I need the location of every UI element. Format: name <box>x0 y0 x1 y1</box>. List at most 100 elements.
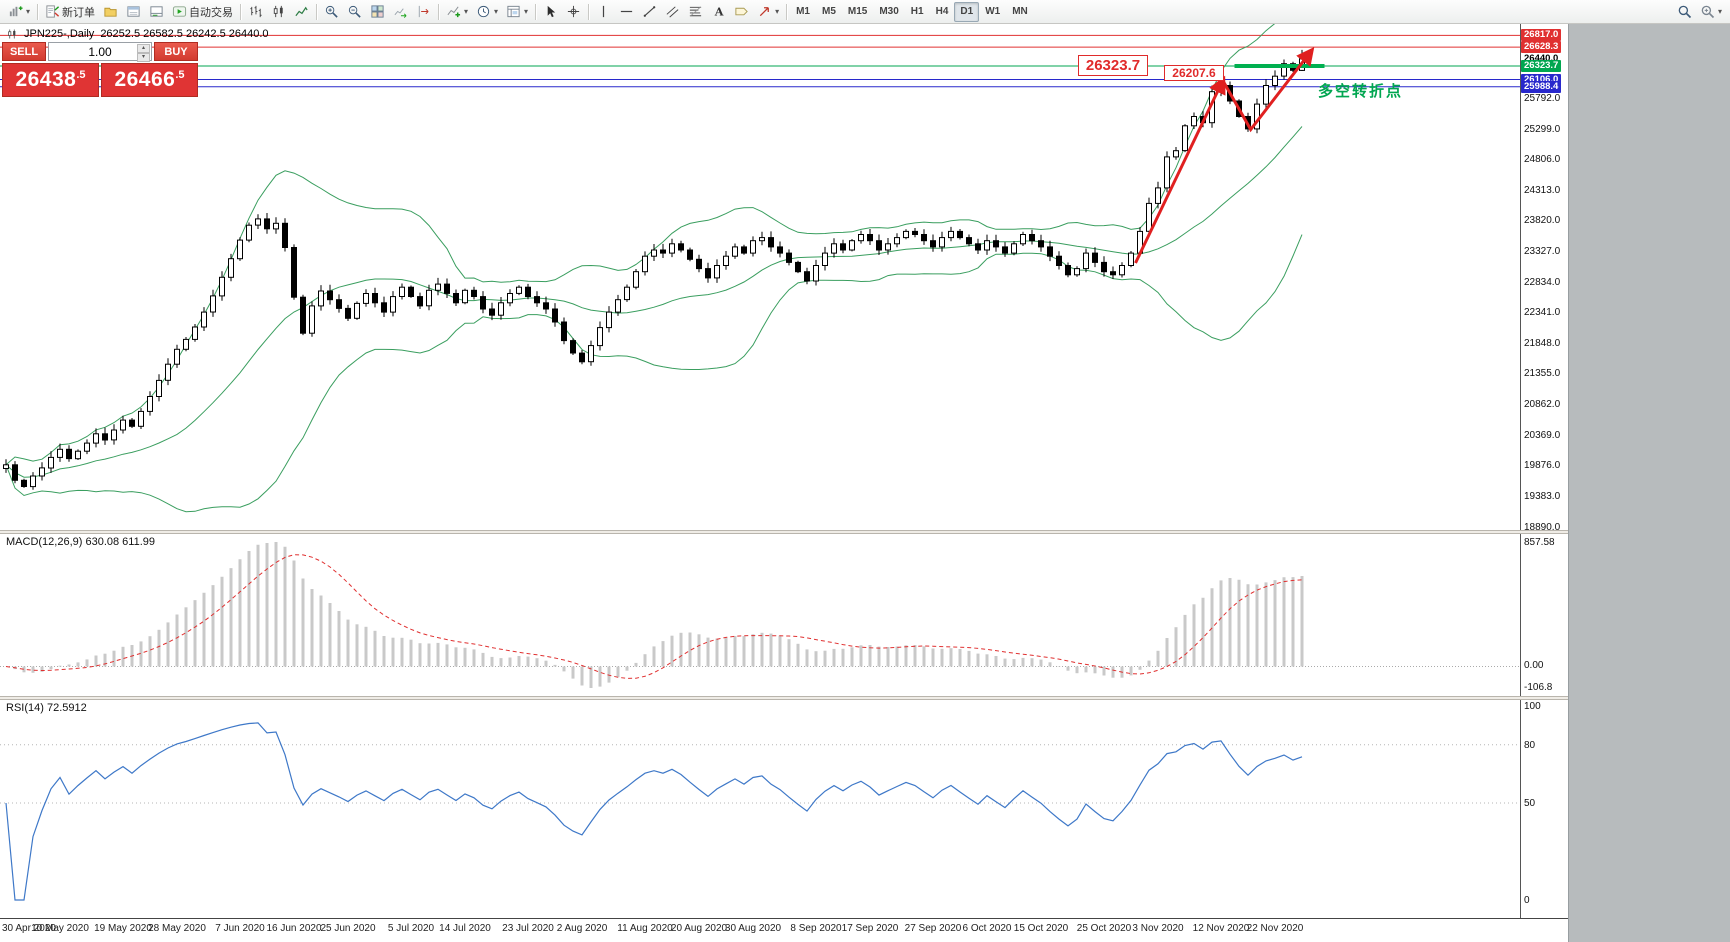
date-label: 20 Aug 2020 <box>670 923 728 934</box>
candlestick-chart-button[interactable] <box>267 2 290 22</box>
new-order-button[interactable]: 新订单 <box>41 2 99 22</box>
zoom-out-button[interactable] <box>343 2 366 22</box>
volume-input[interactable]: 1.00 ▴ ▾ <box>48 42 152 62</box>
profiles-button[interactable] <box>99 2 122 22</box>
zoom-in-button[interactable] <box>320 2 343 22</box>
terminal-button[interactable] <box>145 2 168 22</box>
panel-resize-handle[interactable] <box>0 696 1568 700</box>
timeframe-m15-button[interactable]: M15 <box>847 6 868 17</box>
panel-resize-handle[interactable] <box>0 530 1568 534</box>
equidistant-channel-button[interactable] <box>661 2 684 22</box>
date-label: 15 Oct 2020 <box>1013 923 1069 934</box>
buy-price-value: 26466 <box>114 68 176 91</box>
trendline-button[interactable] <box>638 2 661 22</box>
data-window-button[interactable] <box>122 2 145 22</box>
price-annotation-box[interactable]: 26207.6 <box>1164 65 1224 81</box>
search-icon <box>1677 4 1692 19</box>
spinner-up-icon[interactable]: ▴ <box>137 44 150 53</box>
text-label-button[interactable] <box>730 2 753 22</box>
text-icon: A <box>711 4 726 19</box>
volume-value: 1.00 <box>88 44 112 59</box>
text-button[interactable]: A <box>707 2 730 22</box>
price-scale-label: 857.58 <box>1524 537 1555 548</box>
timeframe-d1-button[interactable]: D1 <box>954 1 980 22</box>
price-annotation-box[interactable]: 26323.7 <box>1078 55 1148 76</box>
timeframe-toolbar: M1 M5 M15 M30 H1 H4 D1 W1 MN <box>790 0 1034 23</box>
toolbar-separator <box>316 3 318 20</box>
new-chart-icon <box>8 4 23 19</box>
volume-spinner[interactable]: ▴ ▾ <box>137 44 150 62</box>
buy-button[interactable]: BUY <box>154 42 198 61</box>
timeframe-m5-button[interactable]: M5 <box>821 6 836 17</box>
horizontal-line-button[interactable] <box>615 2 638 22</box>
sell-price-fraction: .5 <box>76 69 86 81</box>
auto-scroll-button[interactable] <box>389 2 412 22</box>
arrows-button[interactable]: ▾ <box>753 2 783 22</box>
price-scale-label: 18890.0 <box>1524 521 1561 533</box>
date-label: 5 Jul 2020 <box>387 923 435 934</box>
price-axis[interactable] <box>1520 24 1568 942</box>
main-toolbar: ▾ 新订单 自动交易 ▾ ▾ ▾ A ▾ M1 M5 M15 M30 H1 H4 D1 W1 MN ▾ <box>0 0 1730 24</box>
vertical-line-button[interactable] <box>592 2 615 22</box>
dropdown-arrow-icon: ▾ <box>494 7 499 16</box>
macd-indicator-label: MACD(12,26,9) 630.08 611.99 <box>6 536 155 548</box>
timeframe-m1-button[interactable]: M1 <box>796 6 810 17</box>
price-scale-label: 26323.7 <box>1521 59 1562 72</box>
chart-window: 30 Apr 2020 10 May 2020 19 May 2020 28 May … <box>0 24 1568 942</box>
timeframe-w1-button[interactable]: W1 <box>985 6 1001 17</box>
toolbar-separator <box>786 3 788 20</box>
crosshair-icon <box>566 4 581 19</box>
quick-search-icon <box>1700 4 1715 19</box>
timeframe-h4-button[interactable]: H4 <box>935 6 949 17</box>
arrows-icon <box>757 4 772 19</box>
price-scale-label: 20862.0 <box>1524 399 1561 411</box>
indicators-icon <box>446 4 461 19</box>
price-scale-label: 19383.0 <box>1524 490 1561 502</box>
chart-ohlc-values: 26252.5 26582.5 26242.5 26440.0 <box>100 28 269 40</box>
dropdown-arrow-icon: ▾ <box>464 7 469 16</box>
search-button[interactable] <box>1673 2 1696 22</box>
autotrading-icon <box>172 4 187 19</box>
vertical-line-icon <box>596 4 611 19</box>
indicators-button[interactable]: ▾ <box>442 2 472 22</box>
price-scale-label: 22341.0 <box>1524 307 1561 319</box>
tile-windows-icon <box>370 4 385 19</box>
timeframe-h1-button[interactable]: H1 <box>910 6 924 17</box>
fibonacci-button[interactable] <box>684 2 707 22</box>
cursor-button[interactable] <box>539 2 562 22</box>
timeframe-m30-button[interactable]: M30 <box>879 6 899 17</box>
svg-text:A: A <box>714 5 724 19</box>
date-label: 28 May 2020 <box>148 923 206 934</box>
quick-search-button[interactable]: ▾ <box>1696 2 1726 22</box>
spinner-down-icon[interactable]: ▾ <box>137 53 150 62</box>
crosshair-button[interactable] <box>562 2 585 22</box>
autotrading-button[interactable]: 自动交易 <box>168 2 237 22</box>
trendline-icon <box>642 4 657 19</box>
turning-point-annotation[interactable]: 多空转折点 <box>1318 83 1404 100</box>
timeframe-mn-button[interactable]: MN <box>1012 6 1028 17</box>
main-chart-plot[interactable] <box>0 24 1568 530</box>
tile-windows-button[interactable] <box>366 2 389 22</box>
price-scale-label: 23820.0 <box>1524 215 1561 227</box>
date-label: 30 Apr 2020 <box>2 923 56 934</box>
sell-price-tile[interactable]: 26438 .5 <box>2 63 99 97</box>
periods-button[interactable]: ▾ <box>472 2 502 22</box>
toolbar-separator <box>240 3 242 20</box>
bar-chart-button[interactable] <box>244 2 267 22</box>
sell-button[interactable]: SELL <box>2 42 46 61</box>
buy-price-tile[interactable]: 26466 .5 <box>101 63 198 97</box>
new-order-icon <box>45 4 60 19</box>
line-chart-button[interactable] <box>290 2 313 22</box>
templates-button[interactable]: ▾ <box>502 2 532 22</box>
chart-shift-button[interactable] <box>412 2 435 22</box>
auto-scroll-icon <box>393 4 408 19</box>
macd-panel-plot[interactable] <box>0 534 1568 696</box>
new-chart-button[interactable]: ▾ <box>4 2 34 22</box>
periods-icon <box>476 4 491 19</box>
rsi-panel-plot[interactable] <box>0 700 1568 918</box>
rsi-indicator-label: RSI(14) 72.5912 <box>6 702 87 714</box>
dropdown-arrow-icon: ▾ <box>26 7 31 16</box>
time-axis[interactable]: 30 Apr 2020 10 May 2020 19 May 2020 28 May … <box>0 918 1568 942</box>
price-scale-label: 24313.0 <box>1524 184 1561 196</box>
